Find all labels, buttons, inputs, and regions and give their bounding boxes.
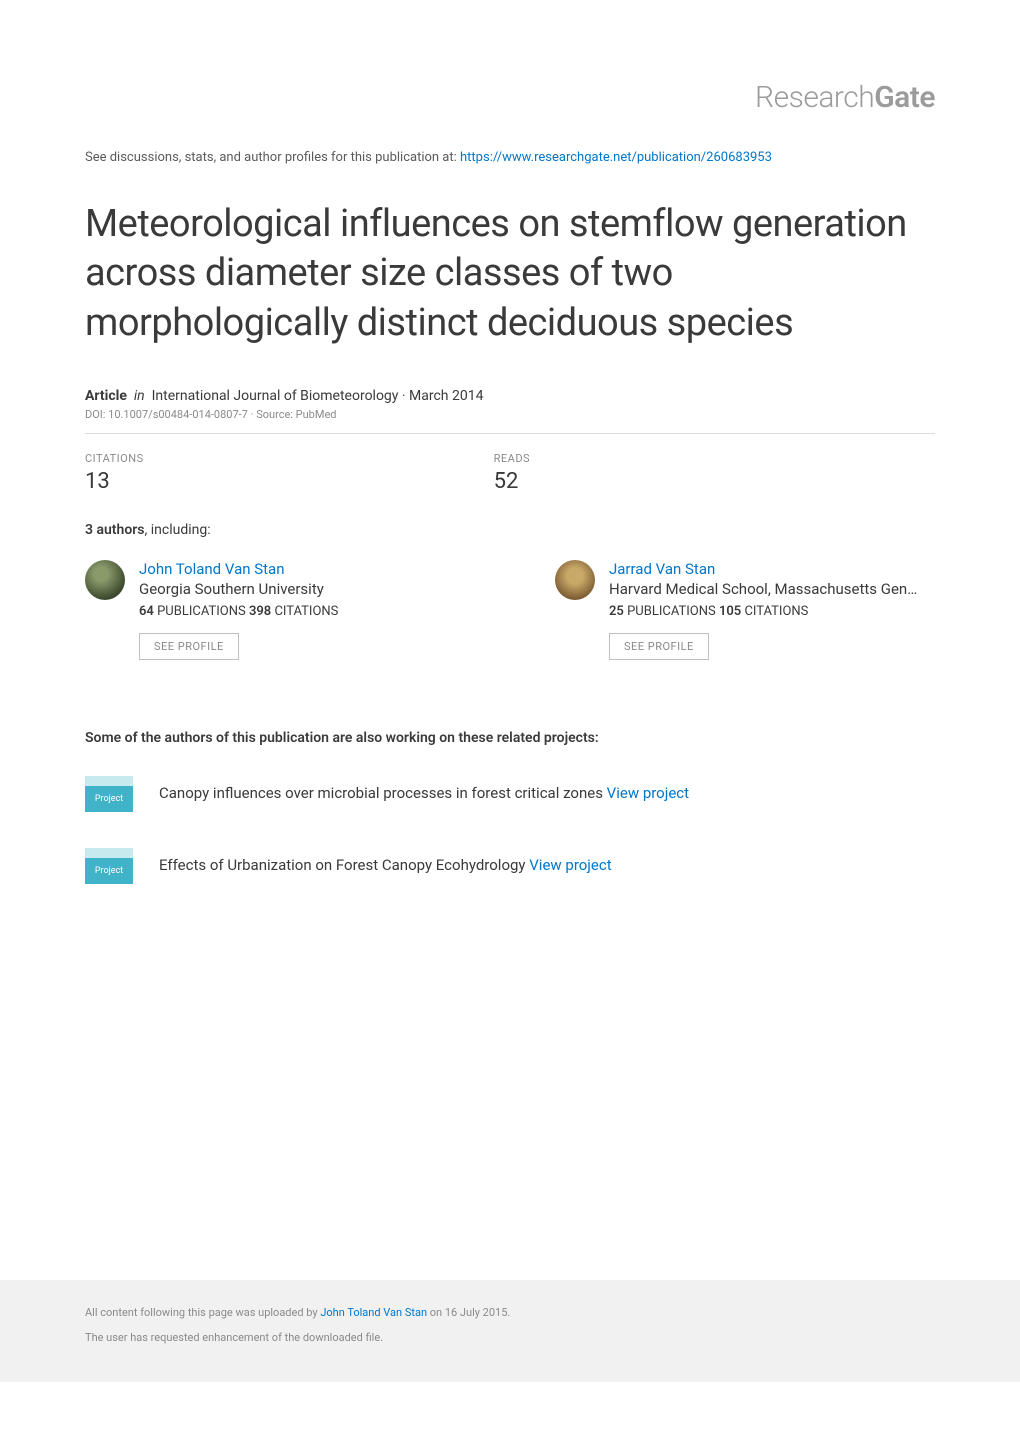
- citations-block: CITATIONS 13: [85, 452, 144, 494]
- publication-title[interactable]: Meteorological influences on stemflow ge…: [85, 200, 935, 348]
- cits-label: CITATIONS: [741, 604, 808, 619]
- citations-label: CITATIONS: [85, 452, 144, 465]
- author-metrics: 64 PUBLICATIONS 398 CITATIONS: [139, 604, 338, 619]
- reads-value: 52: [494, 469, 530, 494]
- author-affiliation: Georgia Southern University: [139, 580, 338, 598]
- pubs-label: PUBLICATIONS: [624, 604, 719, 619]
- view-project-link[interactable]: View project: [529, 856, 611, 874]
- project-row: Project Effects of Urbanization on Fores…: [85, 848, 935, 884]
- discussion-prefix: See discussions, stats, and author profi…: [85, 150, 460, 165]
- article-type: Article: [85, 388, 127, 404]
- logo-row: ResearchGate: [85, 80, 935, 115]
- cits-label: CITATIONS: [271, 604, 338, 619]
- reads-label: READS: [494, 452, 530, 465]
- project-badge-icon: Project: [85, 776, 133, 812]
- article-meta: Article in International Journal of Biom…: [85, 388, 935, 404]
- pubs-label: PUBLICATIONS: [154, 604, 249, 619]
- project-text: Effects of Urbanization on Forest Canopy…: [159, 848, 612, 874]
- article-journal: International Journal of Biometeorology …: [152, 388, 484, 404]
- doi-line: DOI: 10.1007/s00484-014-0807-7 · Source:…: [85, 408, 935, 421]
- footer-bar: All content following this page was uplo…: [0, 1280, 1020, 1382]
- see-profile-button[interactable]: SEE PROFILE: [609, 633, 709, 660]
- researchgate-logo[interactable]: ResearchGate: [755, 80, 935, 115]
- cits-count: 398: [249, 604, 271, 619]
- authors-count: 3 authors: [85, 522, 145, 538]
- main-container: ResearchGate See discussions, stats, and…: [0, 0, 1020, 960]
- author-name-link[interactable]: John Toland Van Stan: [139, 560, 338, 578]
- pubs-count: 64: [139, 604, 154, 619]
- project-badge-icon: Project: [85, 848, 133, 884]
- publication-url-link[interactable]: https://www.researchgate.net/publication…: [460, 150, 772, 165]
- authors-header: 3 authors, including:: [85, 522, 935, 538]
- author-info: Jarrad Van Stan Harvard Medical School, …: [609, 560, 917, 660]
- author-card: Jarrad Van Stan Harvard Medical School, …: [555, 560, 935, 660]
- related-projects-header: Some of the authors of this publication …: [85, 730, 935, 746]
- avatar[interactable]: [85, 560, 125, 600]
- discussion-line: See discussions, stats, and author profi…: [85, 150, 935, 165]
- authors-grid: John Toland Van Stan Georgia Southern Un…: [85, 560, 935, 660]
- author-name-link[interactable]: Jarrad Van Stan: [609, 560, 917, 578]
- footer-upload-line: All content following this page was uplo…: [85, 1306, 935, 1319]
- logo-prefix: Research: [755, 80, 874, 115]
- pubs-count: 25: [609, 604, 624, 619]
- project-text: Canopy influences over microbial process…: [159, 776, 689, 802]
- logo-suffix: Gate: [874, 80, 935, 115]
- author-metrics: 25 PUBLICATIONS 105 CITATIONS: [609, 604, 917, 619]
- author-card: John Toland Van Stan Georgia Southern Un…: [85, 560, 465, 660]
- footer-author-link[interactable]: John Toland Van Stan: [320, 1306, 427, 1319]
- footer-suffix: on 16 July 2015.: [427, 1306, 510, 1319]
- see-profile-button[interactable]: SEE PROFILE: [139, 633, 239, 660]
- article-in-word: in: [134, 388, 145, 404]
- authors-suffix: , including:: [145, 522, 211, 538]
- footer-enhancement-line: The user has requested enhancement of th…: [85, 1331, 935, 1344]
- project-title: Effects of Urbanization on Forest Canopy…: [159, 856, 529, 874]
- citations-value: 13: [85, 469, 144, 494]
- author-info: John Toland Van Stan Georgia Southern Un…: [139, 560, 338, 660]
- avatar[interactable]: [555, 560, 595, 600]
- view-project-link[interactable]: View project: [607, 784, 689, 802]
- footer-prefix: All content following this page was uplo…: [85, 1306, 320, 1319]
- cits-count: 105: [719, 604, 741, 619]
- project-title: Canopy influences over microbial process…: [159, 784, 607, 802]
- stats-row: CITATIONS 13 READS 52: [85, 433, 935, 494]
- author-affiliation: Harvard Medical School, Massachusetts Ge…: [609, 580, 917, 598]
- reads-block: READS 52: [494, 452, 530, 494]
- project-row: Project Canopy influences over microbial…: [85, 776, 935, 812]
